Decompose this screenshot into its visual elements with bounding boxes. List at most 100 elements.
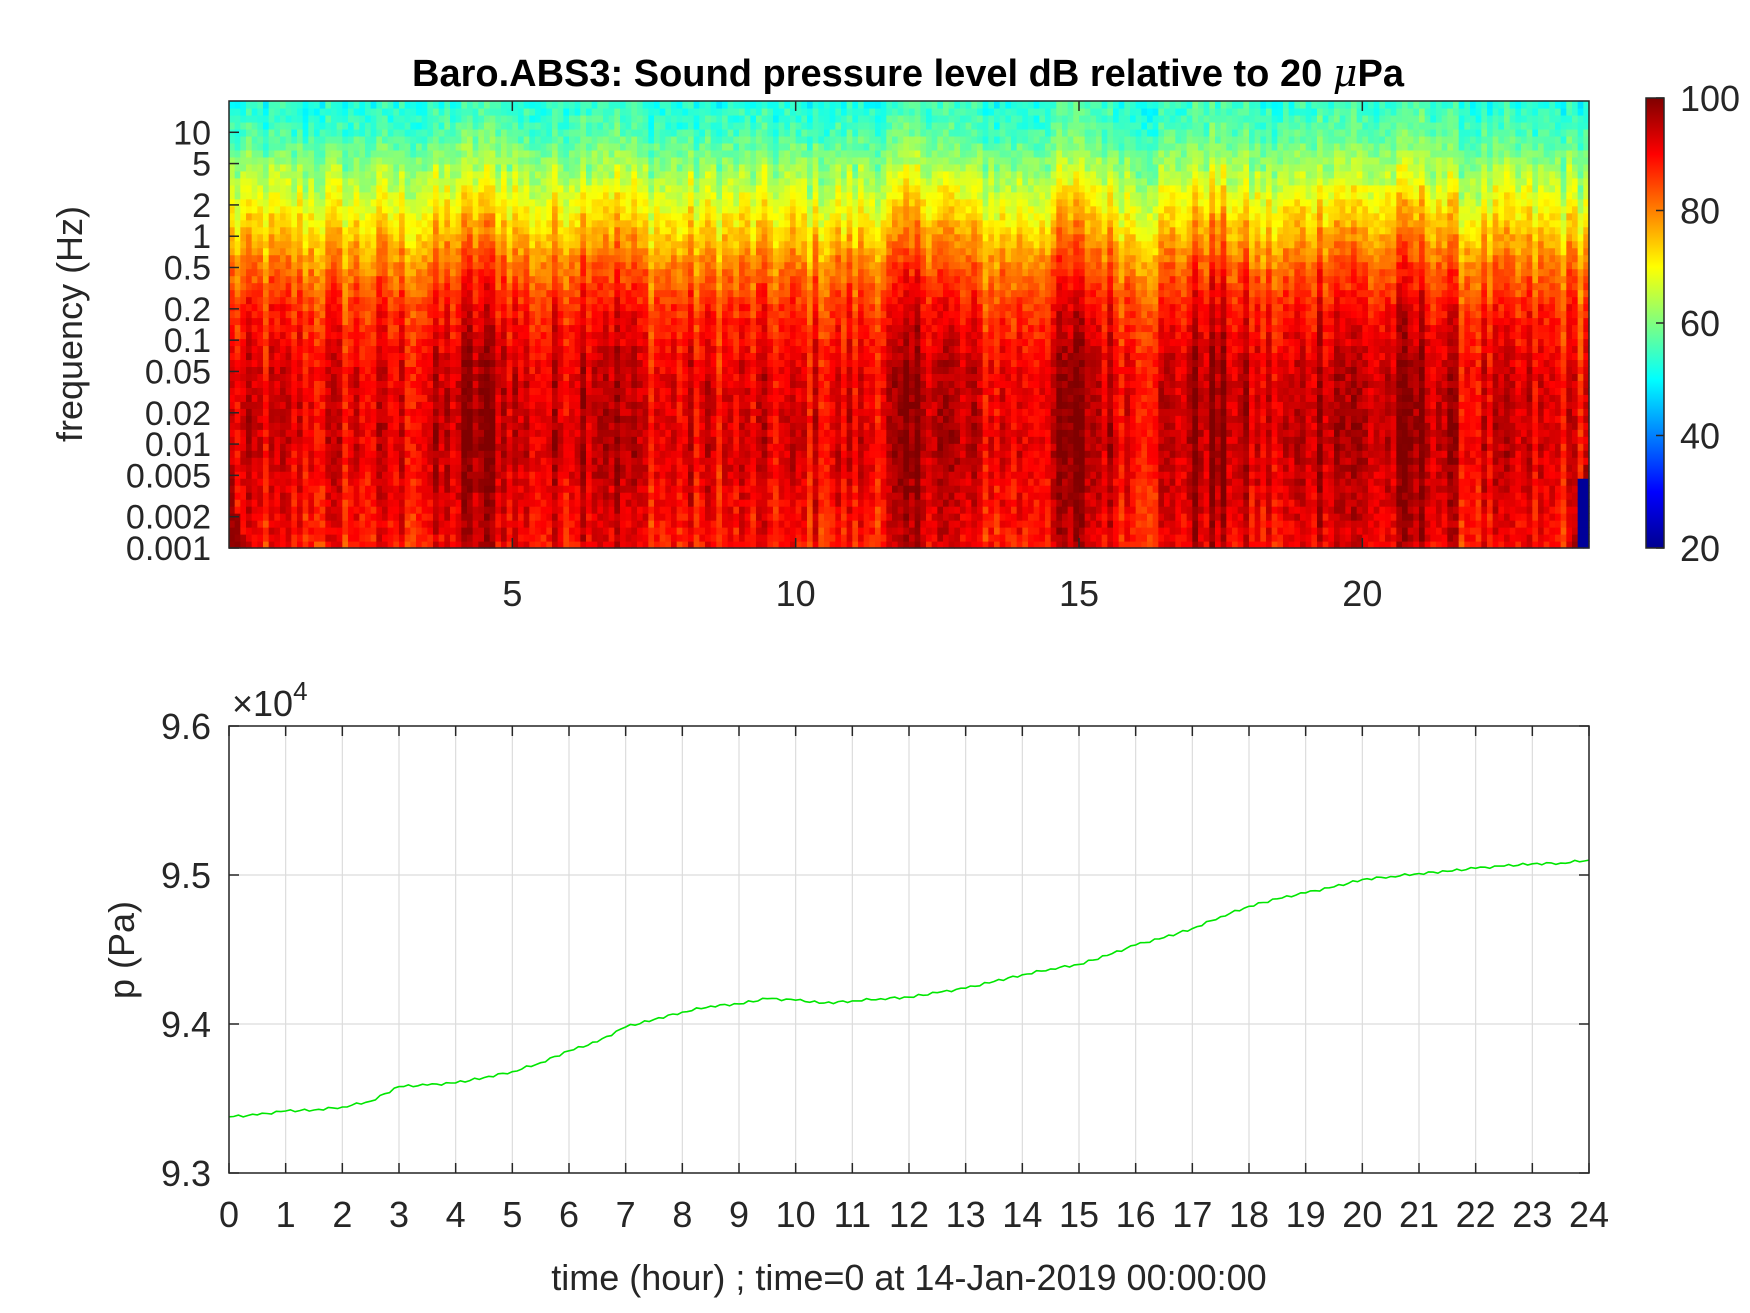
heatmap-cell [467, 499, 474, 507]
heatmap-cell [603, 457, 610, 465]
heatmap-cell [529, 331, 536, 340]
heatmap-cell [523, 443, 530, 451]
heatmap-cell [603, 156, 610, 165]
heatmap-cell [586, 233, 593, 242]
heatmap-cell [257, 324, 264, 333]
heatmap-cell [518, 450, 525, 458]
heatmap-cell [302, 541, 309, 549]
heatmap-cell [654, 191, 661, 200]
heatmap-cell [523, 457, 530, 465]
heatmap-cell [365, 471, 372, 479]
heatmap-cell [246, 478, 253, 486]
heatmap-cell [251, 513, 258, 521]
heatmap-cell [348, 240, 355, 249]
heatmap-cell [297, 184, 304, 193]
heatmap-cell [614, 268, 621, 277]
heatmap-cell [512, 520, 519, 528]
heatmap-cell [495, 527, 502, 535]
heatmap-cell [319, 219, 326, 228]
heatmap-cell [535, 310, 542, 319]
heatmap-cell [399, 303, 406, 312]
heatmap-cell [591, 303, 598, 312]
heatmap-cell [614, 324, 621, 333]
heatmap-cell [336, 352, 343, 361]
heatmap-cell [512, 436, 519, 444]
heatmap-cell [603, 478, 610, 486]
heatmap-cell [614, 289, 621, 298]
heatmap-cell [336, 387, 343, 395]
heatmap-cell [433, 499, 440, 507]
heatmap-cell [240, 345, 247, 354]
heatmap-cell [433, 121, 440, 130]
heatmap-cell [416, 457, 423, 465]
heatmap-cell [268, 408, 275, 416]
heatmap-cell [455, 128, 462, 137]
heatmap-cell [546, 128, 553, 137]
heatmap-cell [489, 415, 496, 423]
heatmap-cell [370, 429, 377, 437]
heatmap-cell [314, 289, 321, 298]
heatmap-cell [336, 513, 343, 521]
heatmap-cell [246, 135, 253, 144]
heatmap-cell [263, 457, 270, 465]
heatmap-cell [512, 408, 519, 416]
heatmap-cell [512, 184, 519, 193]
heatmap-cell [648, 338, 655, 347]
heatmap-cell [308, 380, 315, 388]
heatmap-cell [308, 205, 315, 214]
heatmap-cell [620, 534, 627, 542]
heatmap-cell [546, 114, 553, 123]
heatmap-cell [297, 464, 304, 472]
heatmap-cell [444, 415, 451, 423]
heatmap-cell [234, 373, 241, 381]
heatmap-cell [529, 240, 536, 249]
heatmap-cell [421, 429, 428, 437]
heatmap-cell [308, 436, 315, 444]
heatmap-cell [535, 534, 542, 542]
heatmap-cell [478, 191, 485, 200]
heatmap-cell [240, 121, 247, 130]
heatmap-cell [523, 310, 530, 319]
heatmap-cell [331, 443, 338, 451]
heatmap-cell [625, 443, 632, 451]
heatmap-cell [370, 198, 377, 207]
heatmap-cell [353, 450, 360, 458]
heatmap-cell [280, 261, 287, 270]
heatmap-cell [404, 177, 411, 186]
heatmap-cell [478, 541, 485, 549]
heatmap-cell [399, 114, 406, 123]
heatmap-cell [359, 275, 366, 284]
heatmap-cell [274, 289, 281, 298]
heatmap-cell [665, 380, 672, 388]
heatmap-cell [569, 359, 576, 367]
heatmap-cell [319, 499, 326, 507]
heatmap-cell [353, 352, 360, 361]
heatmap-cell [625, 450, 632, 458]
heatmap-cell [642, 184, 649, 193]
heatmap-cell [342, 226, 349, 235]
heatmap-cell [603, 226, 610, 235]
heatmap-cell [302, 345, 309, 354]
heatmap-cell [444, 324, 451, 333]
heatmap-cell [569, 317, 576, 326]
heatmap-cell [308, 261, 315, 270]
heatmap-cell [557, 170, 564, 179]
heatmap-cell [393, 296, 400, 305]
heatmap-cell [574, 317, 581, 326]
heatmap-cell [614, 163, 621, 172]
heatmap-cell [404, 506, 411, 514]
heatmap-cell [359, 303, 366, 312]
heatmap-cell [467, 310, 474, 319]
heatmap-cell [506, 282, 513, 291]
heatmap-cell [291, 380, 298, 388]
heatmap-cell [552, 268, 559, 277]
heatmap-cell [263, 492, 270, 500]
heatmap-cell [404, 471, 411, 479]
heatmap-cell [336, 212, 343, 221]
heatmap-cell [546, 457, 553, 465]
heatmap-cell [410, 394, 417, 402]
heatmap-cell [291, 352, 298, 361]
heatmap-cell [404, 135, 411, 144]
heatmap-cell [229, 429, 236, 437]
heatmap-cell [546, 121, 553, 130]
